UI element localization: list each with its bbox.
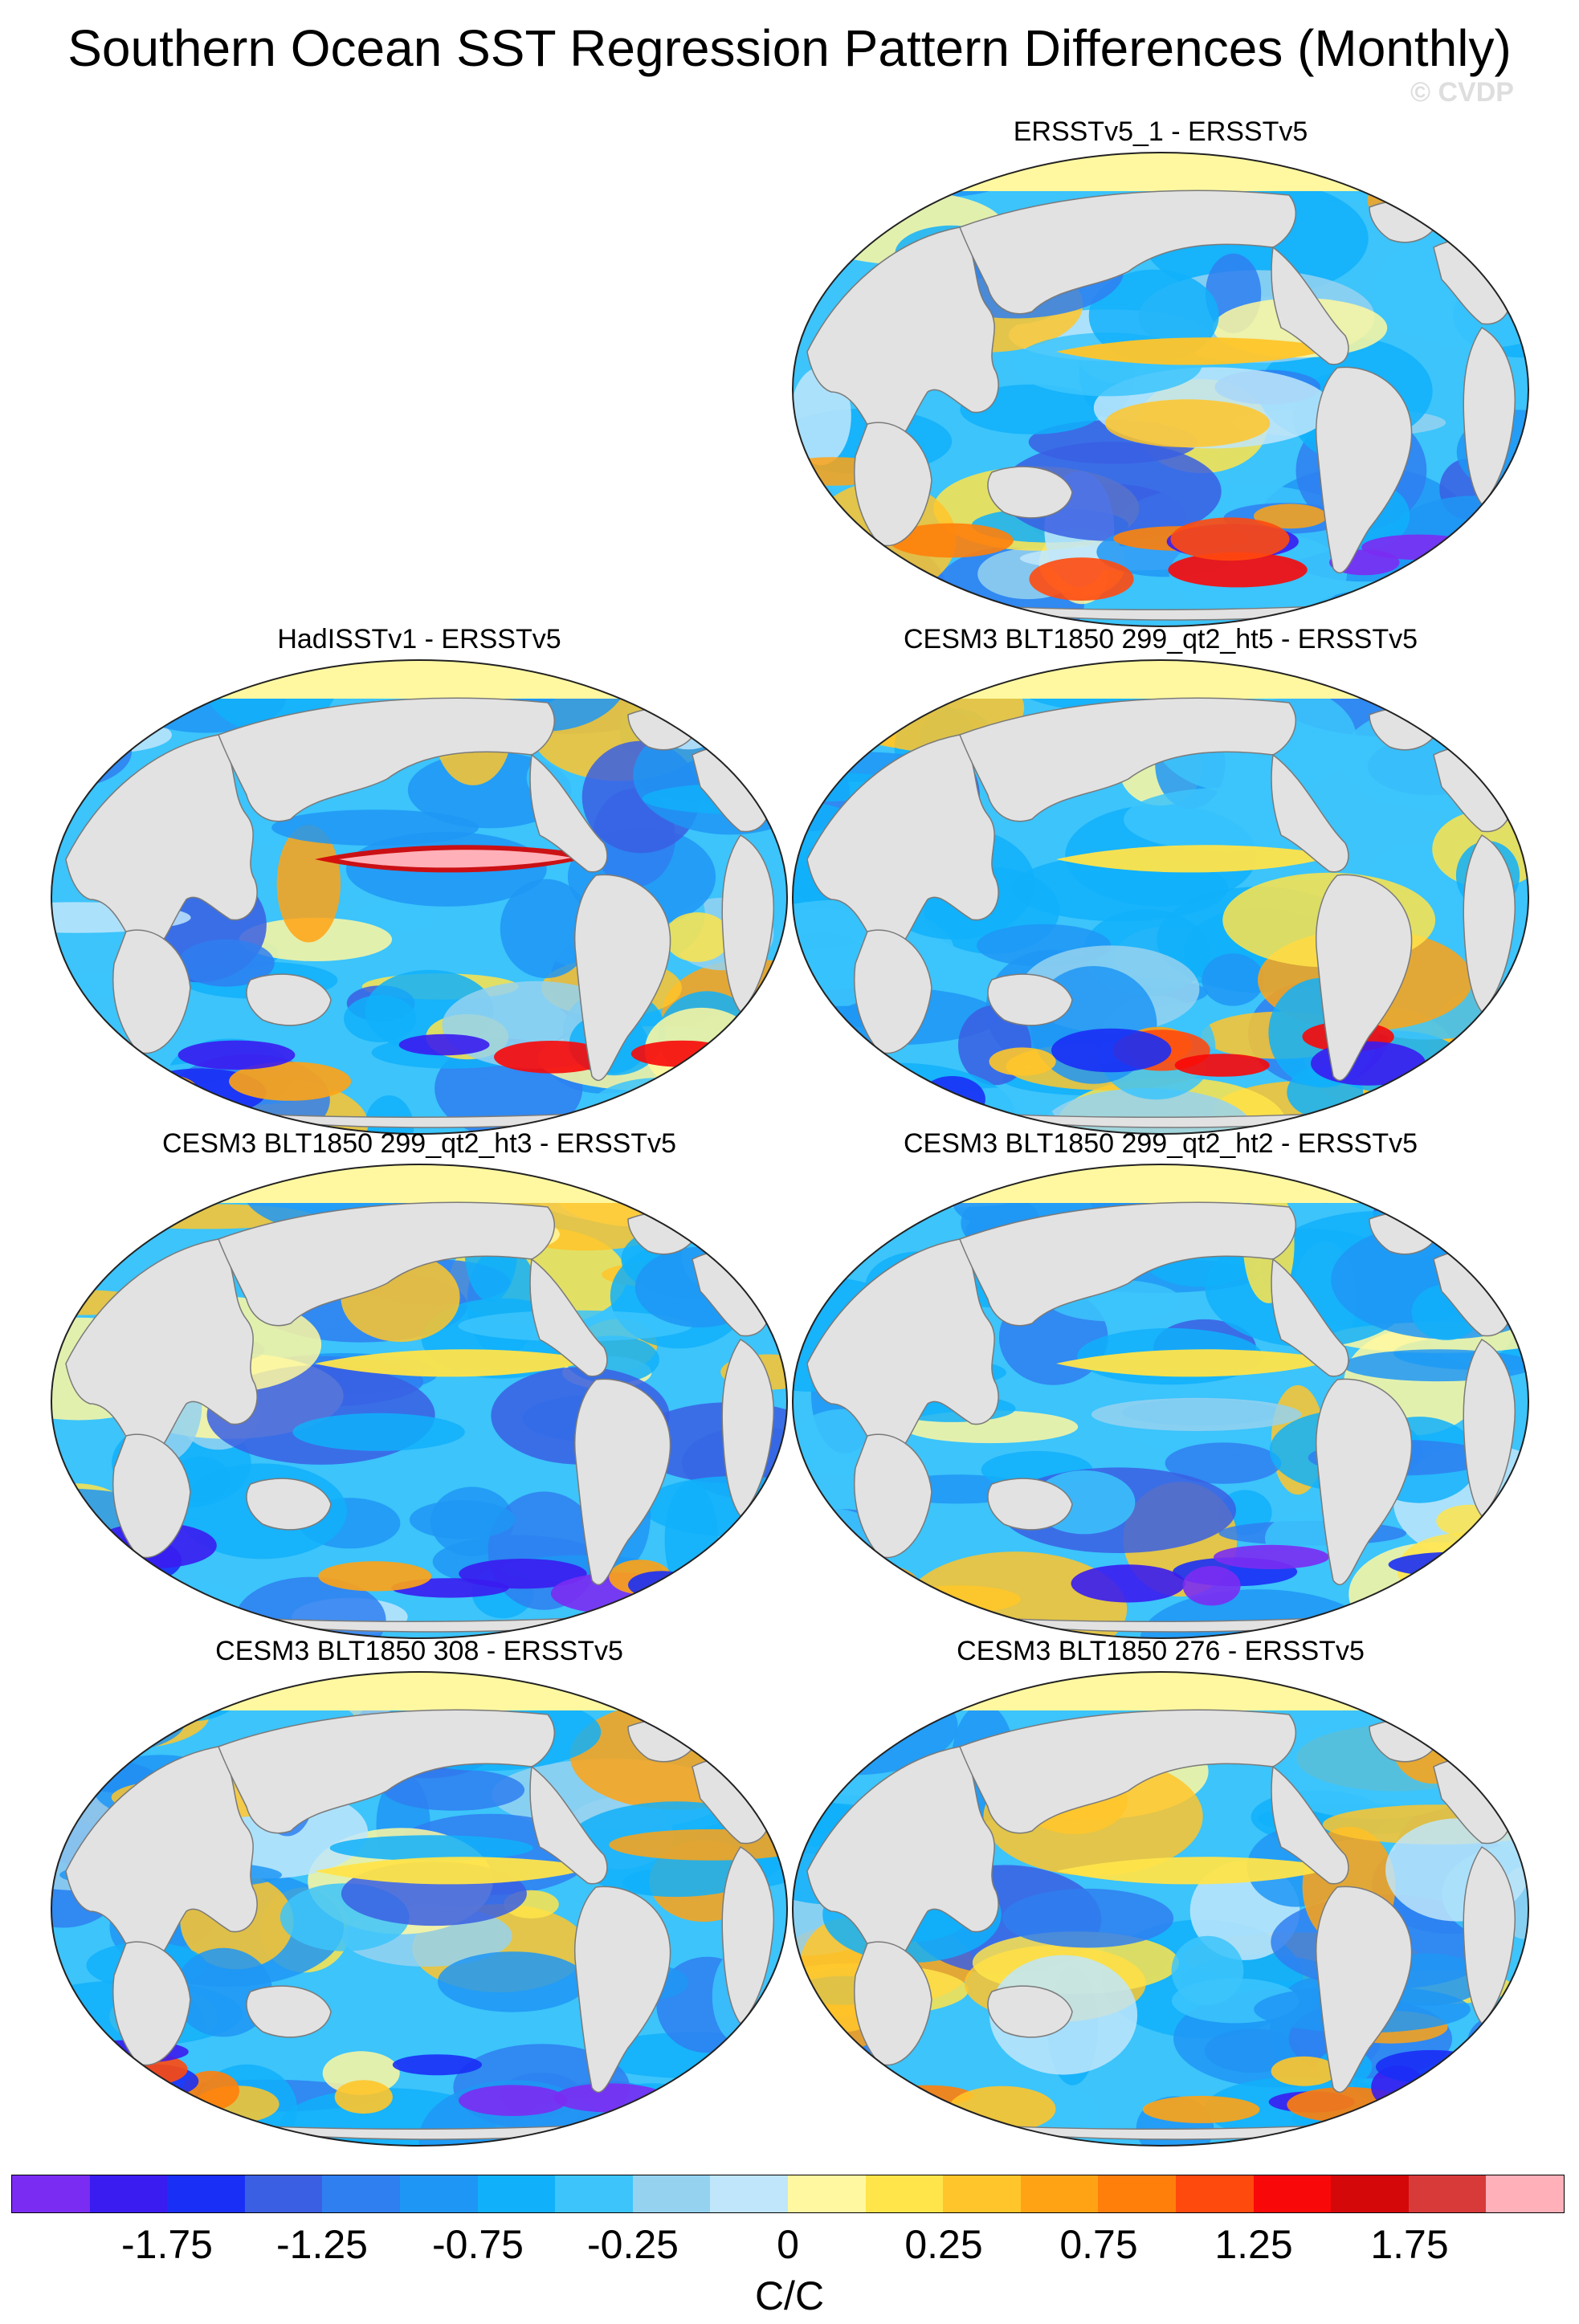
panel-title: CESM3 BLT1850 299_qt2_ht3 - ERSSTv5: [161, 1128, 677, 1159]
colorbar-tick: 0: [777, 2222, 799, 2267]
colorbar-swatch: [632, 2175, 711, 2212]
colorbar-tick: -1.25: [276, 2222, 368, 2267]
colorbar-swatch: [943, 2175, 1021, 2212]
figure-title: Southern Ocean SST Regression Pattern Di…: [67, 19, 1512, 77]
world-map: [792, 659, 1529, 1135]
world-map: [51, 1164, 788, 1639]
panel-cesm3-308: CESM3 BLT1850 308 - ERSSTv5: [50, 1635, 789, 2149]
colorbar-swatch: [399, 2175, 478, 2212]
colorbar-tick: 1.25: [1214, 2222, 1293, 2267]
colorbar-swatch: [1408, 2175, 1487, 2212]
panel-cesm3-276: CESM3 BLT1850 276 - ERSSTv5: [791, 1635, 1530, 2149]
colorbar-swatch: [167, 2175, 245, 2212]
colorbar-swatch: [244, 2175, 323, 2212]
colorbar-swatch: [865, 2175, 944, 2212]
world-map: [51, 659, 788, 1135]
colorbar-swatch: [1098, 2175, 1176, 2212]
colorbar-tick: 0.75: [1059, 2222, 1138, 2267]
colorbar-swatch: [477, 2175, 556, 2212]
colorbar-tick: 1.75: [1370, 2222, 1449, 2267]
panel-cesm3-ht3: CESM3 BLT1850 299_qt2_ht3 - ERSSTv5: [50, 1127, 789, 1641]
world-map: [792, 1671, 1529, 2147]
panel-cesm3-ht2: CESM3 BLT1850 299_qt2_ht2 - ERSSTv5: [791, 1127, 1530, 1641]
cvdp-watermark: © CVDP: [1410, 77, 1514, 108]
panel-cesm3-ht5: CESM3 BLT1850 299_qt2_ht5 - ERSSTv5: [791, 623, 1530, 1137]
colorbar-swatch: [555, 2175, 633, 2212]
panel-title: HadISSTv1 - ERSSTv5: [277, 624, 561, 654]
world-map: [792, 1164, 1529, 1639]
panel-ersstv5-1: ERSSTv5_1 - ERSSTv5: [791, 116, 1530, 630]
colorbar-tick: -0.25: [587, 2222, 679, 2267]
colorbar-swatch: [1020, 2175, 1099, 2212]
colorbar-swatch: [1175, 2175, 1254, 2212]
panel-title: CESM3 BLT1850 299_qt2_ht5 - ERSSTv5: [903, 624, 1418, 654]
colorbar-swatch: [89, 2175, 168, 2212]
colorbar-swatch: [322, 2175, 400, 2212]
colorbar-units: C/C: [754, 2273, 825, 2318]
panel-title: CESM3 BLT1850 299_qt2_ht2 - ERSSTv5: [903, 1128, 1418, 1159]
colorbar-swatch: [12, 2175, 90, 2212]
panel-title: ERSSTv5_1 - ERSSTv5: [1013, 116, 1308, 147]
panel-title: CESM3 BLT1850 308 - ERSSTv5: [215, 1636, 623, 1666]
colorbar-swatch: [1331, 2175, 1409, 2212]
colorbar-tick: -1.75: [121, 2222, 213, 2267]
colorbar: [11, 2175, 1565, 2213]
colorbar-swatch: [710, 2175, 788, 2212]
world-map: [792, 152, 1529, 627]
world-map: [51, 1671, 788, 2147]
panel-title: CESM3 BLT1850 276 - ERSSTv5: [957, 1636, 1365, 1666]
panel-hadisstv1: HadISSTv1 - ERSSTv5: [50, 623, 789, 1137]
colorbar-swatch: [787, 2175, 866, 2212]
colorbar-tick: 0.25: [904, 2222, 983, 2267]
colorbar-swatch: [1253, 2175, 1332, 2212]
colorbar-tick: -0.75: [432, 2222, 524, 2267]
colorbar-swatch: [1486, 2175, 1564, 2212]
